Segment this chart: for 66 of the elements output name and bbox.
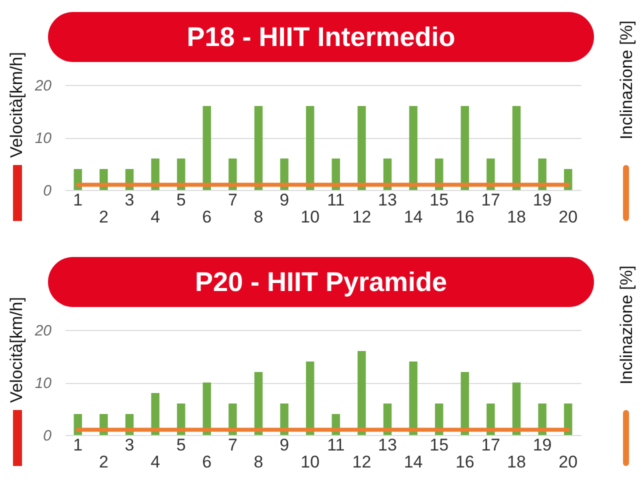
x-tick-label: 9 (280, 436, 290, 454)
x-tick-label: 8 (254, 208, 264, 226)
bar (512, 106, 521, 190)
x-tick-label: 13 (378, 190, 397, 210)
bar (409, 362, 418, 435)
x-tick-label: 11 (327, 190, 345, 210)
x-tick-label: 10 (300, 452, 320, 472)
x-tick-label: 17 (481, 190, 500, 210)
bar (254, 106, 263, 190)
x-tick-label: 18 (507, 452, 526, 472)
bar (409, 106, 418, 190)
y-axis-title: Velocità[km/h] (7, 297, 27, 403)
x-tick-label: 16 (455, 452, 474, 472)
x-tick-label: 17 (481, 436, 500, 454)
bar (202, 106, 212, 190)
x-tick-label: 5 (176, 190, 186, 210)
y2-axis-title: Inclinazione [%] (617, 20, 637, 140)
x-tick-label: 10 (300, 208, 320, 226)
x-tick-label: 18 (507, 208, 526, 226)
y2-axis-title: Inclinazione [%] (617, 265, 637, 385)
bar (460, 372, 470, 435)
x-tick-label: 9 (280, 190, 290, 210)
x-tick-label: 16 (455, 208, 474, 226)
y-tick-label: 0 (43, 428, 52, 444)
x-tick-label: 19 (532, 436, 552, 454)
x-tick-label: 7 (228, 436, 238, 454)
y-tick-label: 10 (34, 130, 52, 147)
x-tick-label: 11 (327, 436, 345, 454)
y-axis-title: Velocità[km/h] (7, 52, 27, 158)
x-tick-label: 4 (150, 208, 160, 226)
bar (358, 351, 366, 435)
bar (306, 106, 314, 190)
x-tick-label: 7 (228, 190, 238, 210)
x-tick-label: 2 (98, 452, 108, 472)
bar (460, 106, 470, 190)
x-tick-label: 20 (558, 452, 578, 472)
x-tick-label: 14 (404, 208, 423, 226)
chart-title: P18 - HIIT Intermedio (48, 12, 594, 62)
x-tick-label: 3 (124, 436, 134, 454)
x-tick-label: 15 (430, 190, 449, 210)
bar (254, 372, 263, 435)
x-tick-label: 8 (254, 452, 264, 472)
bar (306, 362, 314, 435)
bar (202, 382, 212, 435)
bar (358, 106, 366, 190)
x-tick-label: 12 (352, 452, 372, 472)
x-tick-label: 5 (176, 436, 186, 454)
x-tick-label: 20 (558, 208, 578, 226)
y-tick-label: 0 (43, 182, 52, 200)
x-tick-label: 6 (202, 452, 212, 472)
x-tick-label: 19 (532, 190, 552, 210)
x-tick-label: 1 (73, 190, 83, 210)
x-tick-label: 13 (378, 436, 397, 454)
y-tick-label: 20 (34, 78, 52, 94)
x-tick-label: 14 (404, 452, 423, 472)
x-tick-label: 1 (73, 436, 83, 454)
x-tick-label: 4 (150, 452, 160, 472)
y-tick-label: 10 (34, 375, 52, 392)
x-tick-label: 3 (124, 190, 134, 210)
bar (512, 382, 521, 435)
y-tick-label: 20 (34, 322, 52, 340)
x-tick-label: 6 (202, 208, 212, 226)
x-tick-label: 2 (98, 208, 108, 226)
x-tick-label: 12 (352, 208, 372, 226)
chart-title: P20 - HIIT Pyramide (48, 257, 594, 307)
x-tick-label: 15 (430, 436, 449, 454)
